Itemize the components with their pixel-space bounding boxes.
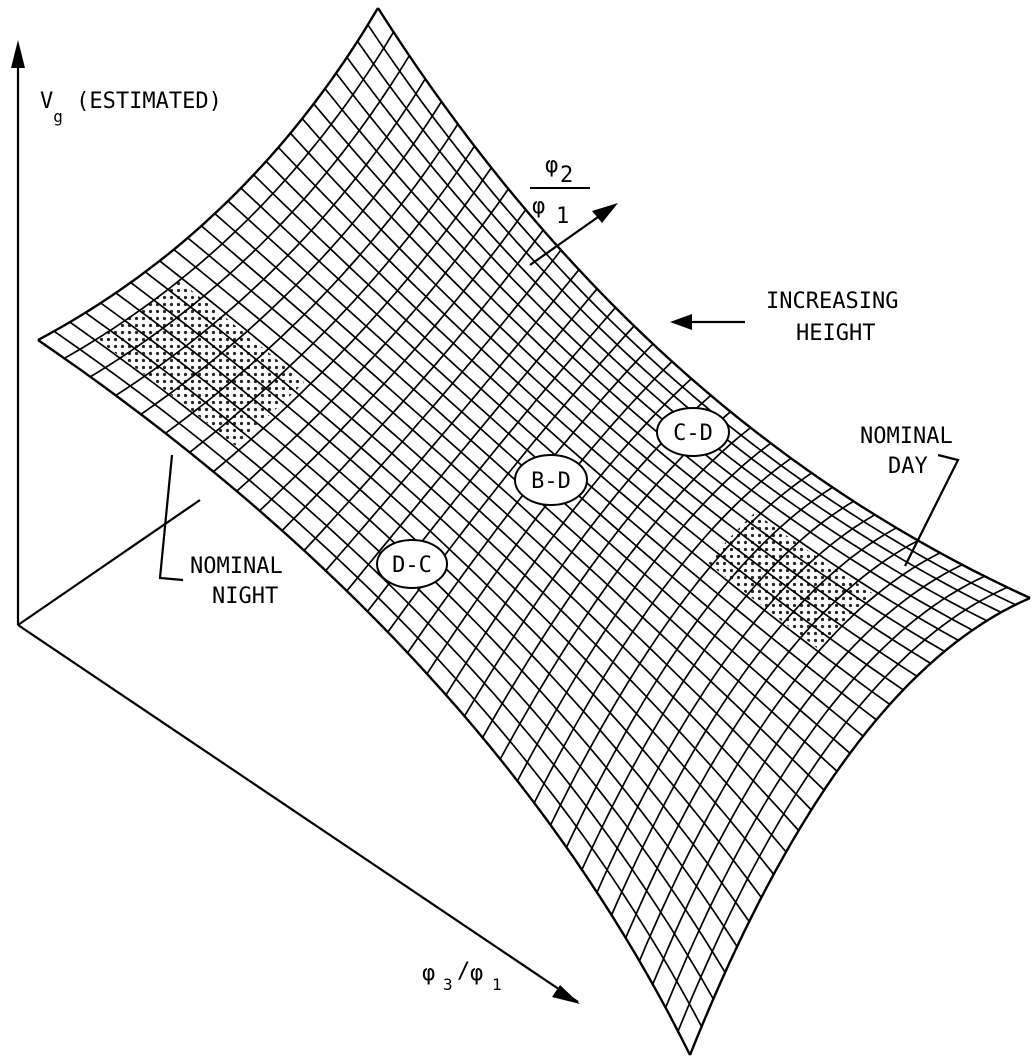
svg-text:NOMINAL: NOMINAL (190, 554, 283, 579)
marker-b-d: B-D (514, 454, 588, 506)
phi2-arrow (529, 203, 618, 266)
mesh-line (638, 552, 941, 962)
svg-text:B-D: B-D (531, 469, 571, 494)
phi3-over-phi1-label: φ 3 / φ 1 (422, 959, 502, 994)
nominal-day-leader (904, 453, 960, 567)
mesh-line (499, 427, 752, 760)
svg-text:2: 2 (560, 163, 573, 188)
mesh-line (664, 575, 985, 1009)
mesh-line (281, 229, 544, 532)
mesh-line (303, 249, 562, 552)
svg-text:3: 3 (443, 975, 453, 994)
mesh-line (37, 7, 380, 342)
mesh-line (445, 378, 692, 696)
svg-text:INCREASING: INCREASING (766, 289, 898, 314)
nominal-night-label: NOMINAL NIGHT (190, 554, 283, 609)
phi3-axis-arrow (552, 985, 580, 1004)
svg-text:1: 1 (556, 204, 569, 229)
increasing-height-label: INCREASING HEIGHT (766, 289, 898, 346)
marker-c-d: C-D (656, 407, 730, 457)
svg-text:NIGHT: NIGHT (212, 584, 278, 609)
mesh-line (346, 56, 988, 622)
vertical-axis-label: Vg (ESTIMATED) (40, 89, 222, 126)
nominal-night-stipple (96, 281, 305, 446)
mesh-line (259, 209, 527, 512)
stipple-regions (96, 281, 875, 649)
surface-mesh (37, 7, 1031, 1056)
svg-text:HEIGHT: HEIGHT (796, 321, 875, 346)
axes (11, 40, 580, 1004)
nominal-day-stipple (707, 512, 875, 649)
mesh-line (596, 514, 876, 893)
mesh-line (84, 312, 726, 973)
phi2-over-phi1-label: φ 2 φ 1 (530, 153, 590, 229)
mesh-line (533, 457, 792, 804)
svg-text:DAY: DAY (888, 454, 928, 479)
mesh-line (565, 486, 833, 848)
phi3-axis (17, 624, 579, 1003)
mesh-line (610, 527, 897, 916)
svg-text:C-D: C-D (673, 421, 713, 446)
svg-text:1: 1 (492, 975, 502, 994)
mesh-line (69, 321, 715, 1000)
nominal-day-label: NOMINAL DAY (860, 424, 953, 479)
mesh-line (581, 500, 855, 871)
mesh-line (651, 564, 963, 985)
marker-d-c: D-C (376, 539, 448, 589)
svg-text:/: / (457, 959, 470, 984)
vertical-axis-arrow (11, 40, 25, 68)
mesh-line (346, 288, 598, 592)
mesh-line (325, 269, 580, 572)
mesh-line (549, 472, 813, 826)
mesh-line (236, 188, 510, 492)
phi2-axis (17, 499, 201, 626)
svg-text:φ: φ (470, 961, 483, 986)
mesh-line (677, 586, 1008, 1032)
svg-text:φ: φ (422, 961, 435, 986)
mesh-line (624, 539, 919, 939)
mesh-line (516, 442, 772, 782)
svg-text:φ: φ (532, 194, 545, 219)
mesh-line (63, 31, 395, 360)
increasing-height-arrow (670, 314, 745, 330)
mesh-line (356, 40, 1002, 614)
svg-text:NOMINAL: NOMINAL (860, 424, 953, 449)
nominal-night-leader (158, 454, 184, 582)
mesh-line (212, 167, 493, 473)
svg-text:φ: φ (545, 153, 558, 178)
svg-text:D-C: D-C (392, 553, 432, 578)
mesh-line (688, 596, 1031, 1056)
